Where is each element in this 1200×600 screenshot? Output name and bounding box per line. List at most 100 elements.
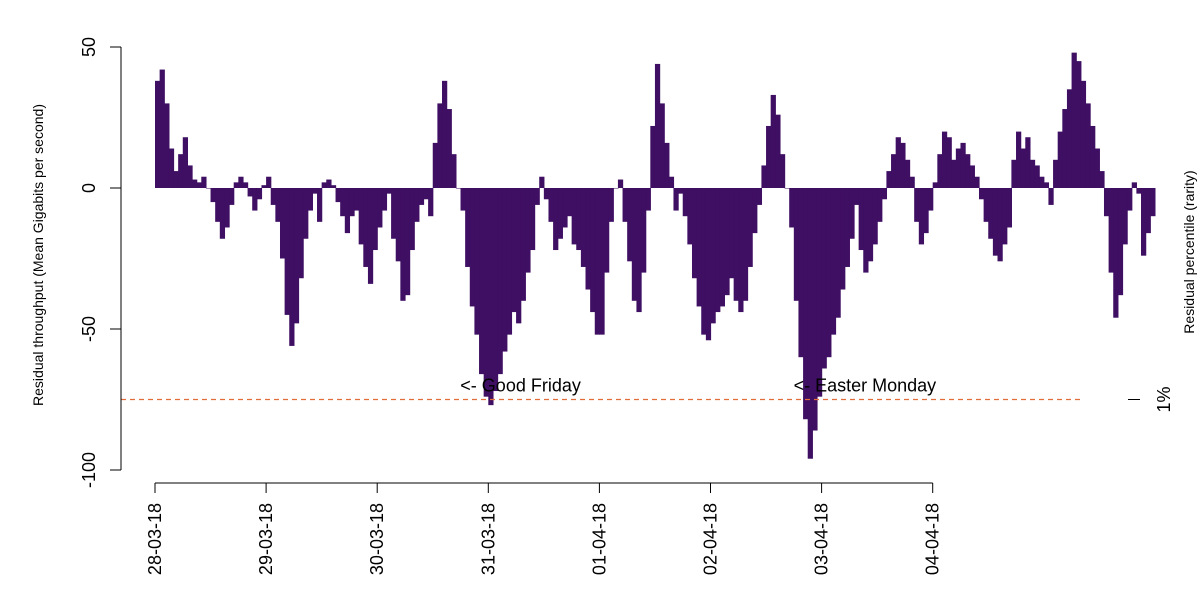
data-bar [469,188,476,307]
data-bar [178,154,184,188]
data-bar [1150,188,1156,217]
data-bar [567,188,573,217]
data-bar [895,137,901,188]
data-bar [516,188,522,324]
data-bar [312,188,318,194]
data-bar [173,171,179,188]
data-bar [164,103,170,188]
data-bar [766,125,772,188]
data-bar [784,188,790,189]
data-bar [779,154,786,188]
data-bar [650,125,656,188]
data-bar [701,188,707,335]
data-bar [877,188,883,222]
data-bar [891,154,897,188]
data-bar [928,188,934,211]
data-bar [1006,188,1012,228]
data-bar [682,188,688,217]
data-bar [955,148,962,188]
data-bar [1029,159,1036,188]
data-bar [270,188,276,205]
data-bar [233,182,239,188]
x-axis: 28-03-18 29-03-18 30-03-18 31-03-18 01-04-18… [145,482,943,575]
data-bar [937,154,943,188]
data-bar [442,80,448,188]
data-bar [580,188,587,267]
data-bar [238,176,244,188]
x-axis-tick-label: 28-03-18 [145,503,165,575]
data-bar [627,188,633,262]
data-bar [1127,188,1133,211]
data-bar [793,188,800,301]
data-bar [196,182,202,188]
data-bar [678,188,684,194]
data-bar [599,188,605,335]
data-bar [534,188,540,205]
data-bar [289,188,295,346]
data-bar [738,188,744,313]
data-bar [229,188,235,205]
data-bar [1085,103,1091,188]
data-bar [1136,188,1142,194]
data-bar [997,188,1003,262]
data-bar [1122,188,1128,245]
data-bar [423,188,429,200]
data-bar [969,165,975,188]
data-bar [155,80,161,188]
annotation-label: <- Good Friday [460,375,581,395]
data-bar [409,188,415,251]
data-bar [1090,125,1096,188]
data-bar [372,188,378,251]
data-bar [391,188,397,239]
data-bar [1034,165,1040,188]
data-bar [492,188,499,392]
data-bar [724,188,730,296]
data-bar [858,188,864,251]
data-bar [483,188,489,397]
data-bar [604,188,610,273]
data-bar [256,188,263,200]
x-axis-tick-label: 01-04-18 [589,503,609,575]
data-bar [414,188,420,222]
annotation-label: <- Easter Monday [794,375,937,395]
data-bar [636,188,642,313]
data-bar [1002,188,1008,245]
data-bar [803,188,809,420]
data-bar [854,188,860,205]
data-bar [932,182,938,188]
data-bar [974,176,980,188]
right-axis-title: Residual percentile (rarity) [1181,170,1197,333]
data-bar [279,188,286,259]
data-bar [900,142,906,188]
data-bar [631,188,638,301]
data-bar [1080,80,1087,188]
data-bar [705,188,712,341]
data-bar [455,188,462,189]
data-bar [451,154,457,188]
data-bar [326,179,332,188]
data-bar [1016,131,1022,188]
data-bar [266,176,272,188]
data-bar [418,188,425,205]
data-bar [497,188,503,375]
x-axis-tick-label: 02-04-18 [701,503,721,575]
data-bar [826,188,832,358]
x-axis-tick-label: 30-03-18 [367,503,387,575]
data-bar [1057,131,1063,188]
y-axis-tick-label: 0 [79,183,99,193]
data-bar [529,188,536,251]
data-bar [210,188,216,203]
data-bar [354,188,360,211]
data-bar [275,188,281,222]
data-bar [770,94,776,188]
data-bar [571,188,577,245]
right-axis-tick-label: 1% [1154,386,1174,412]
data-bar [729,188,735,279]
data-bar [863,188,869,273]
data-bar [761,165,767,188]
data-bar [395,188,401,262]
data-bar [821,188,827,369]
x-axis-tick-label: 29-03-18 [256,503,276,575]
data-bar [317,188,323,222]
